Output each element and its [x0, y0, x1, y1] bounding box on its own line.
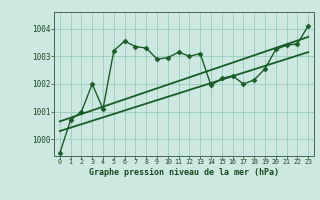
X-axis label: Graphe pression niveau de la mer (hPa): Graphe pression niveau de la mer (hPa) — [89, 168, 279, 177]
